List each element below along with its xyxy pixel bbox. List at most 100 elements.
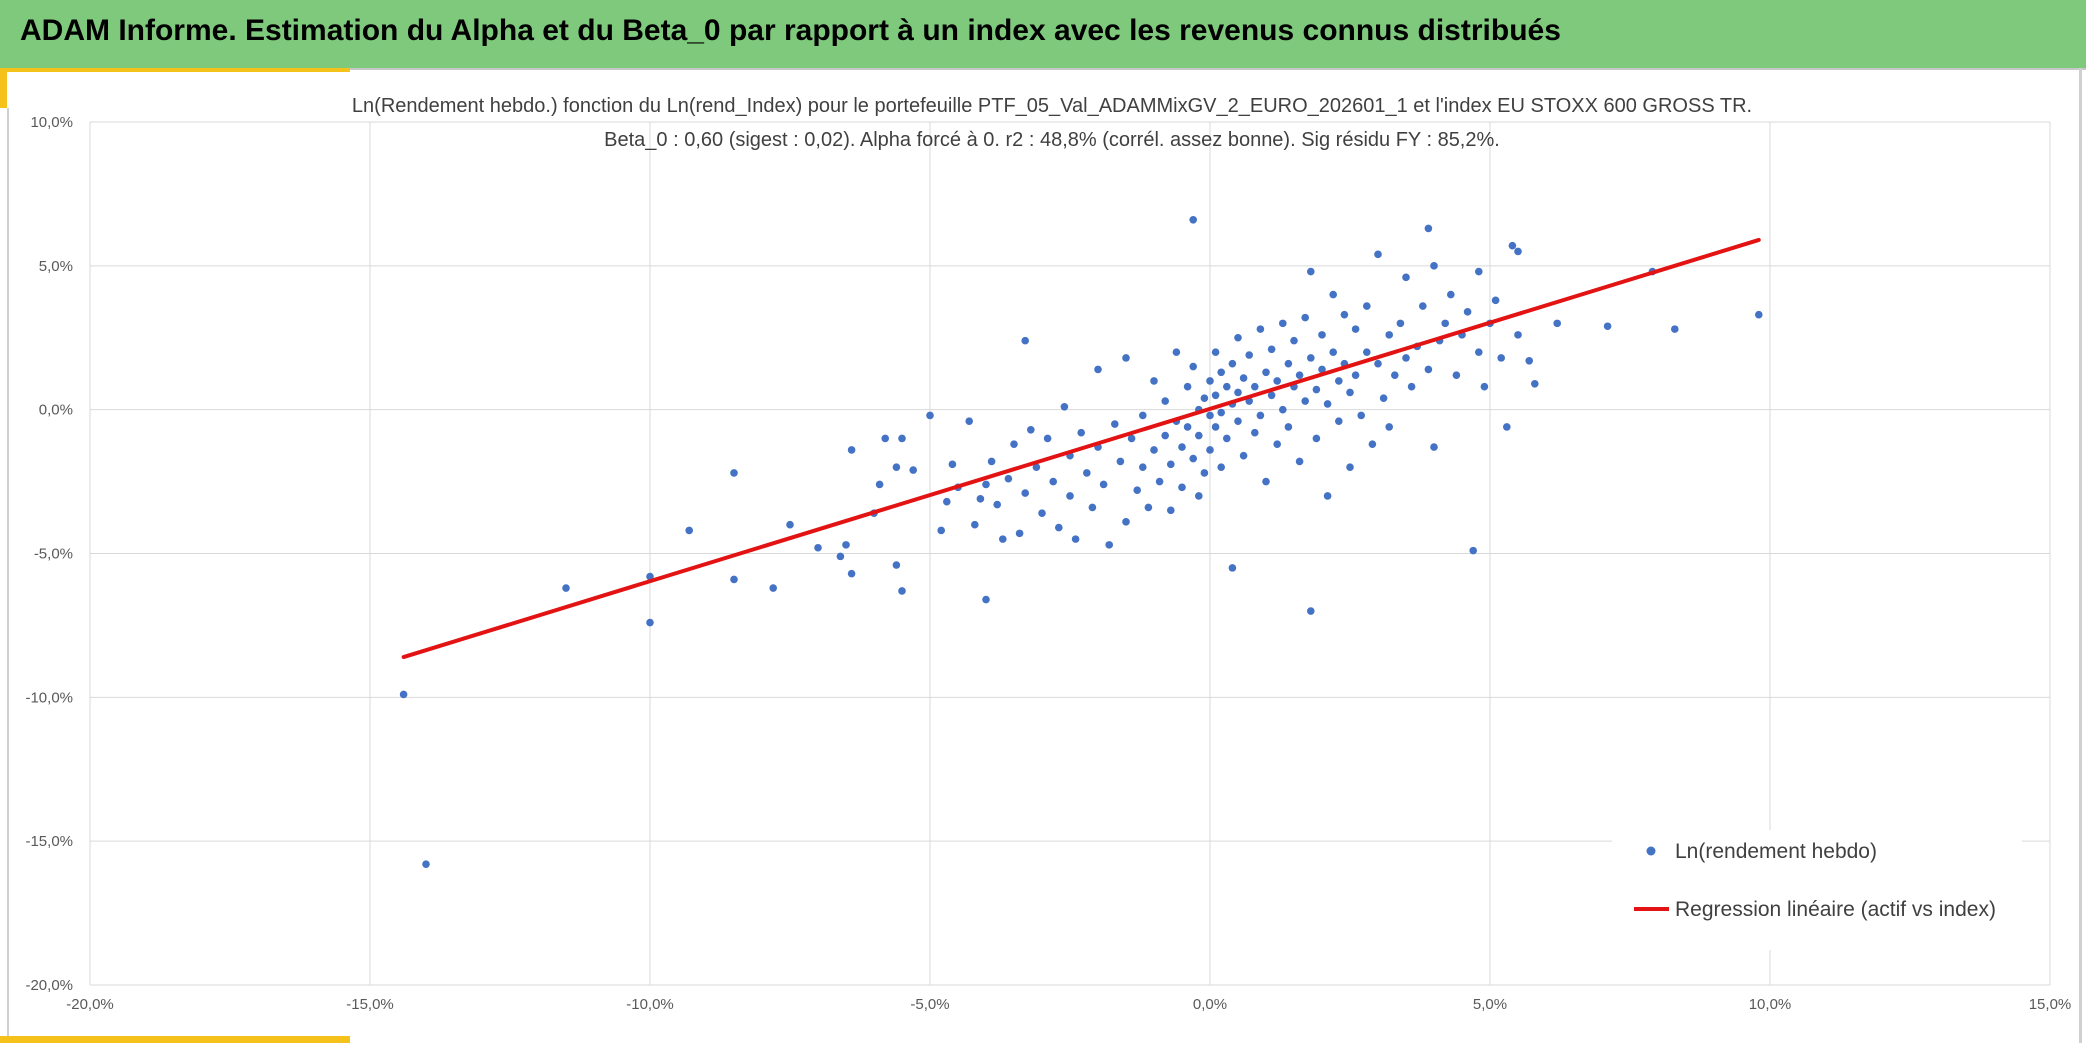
data-point bbox=[1284, 359, 1293, 368]
data-point bbox=[1491, 296, 1500, 305]
data-point bbox=[1307, 267, 1315, 276]
data-point bbox=[1234, 333, 1242, 342]
data-point bbox=[1335, 377, 1343, 385]
data-point bbox=[1239, 374, 1248, 382]
data-point bbox=[1094, 365, 1102, 374]
data-point bbox=[1234, 388, 1242, 397]
data-point bbox=[1531, 379, 1539, 388]
x-tick-label: 0,0% bbox=[1193, 996, 1227, 1013]
data-point bbox=[1139, 411, 1147, 420]
data-point bbox=[1424, 224, 1433, 233]
data-point bbox=[937, 526, 945, 535]
data-point bbox=[1497, 354, 1505, 362]
data-point bbox=[1071, 535, 1080, 543]
data-point bbox=[1335, 417, 1343, 425]
data-point bbox=[1189, 216, 1197, 224]
data-point bbox=[1217, 408, 1225, 417]
data-point bbox=[1111, 420, 1119, 428]
data-point bbox=[1755, 310, 1763, 319]
regression-line bbox=[401, 237, 1761, 660]
data-point bbox=[646, 618, 654, 627]
data-point bbox=[909, 466, 917, 474]
data-point bbox=[1256, 325, 1265, 333]
data-point bbox=[1340, 310, 1349, 319]
data-point bbox=[1469, 546, 1477, 555]
data-point bbox=[987, 457, 996, 466]
data-point bbox=[1021, 336, 1029, 345]
x-tick-label: 10,0% bbox=[1749, 996, 1792, 1013]
legend: Ln(rendement hebdo) Regression linéaire … bbox=[1612, 830, 2022, 950]
data-point bbox=[836, 552, 845, 561]
data-point bbox=[1318, 365, 1326, 374]
data-point bbox=[1088, 503, 1097, 512]
data-point bbox=[1049, 477, 1057, 486]
frame-left-border bbox=[7, 108, 9, 1036]
regression-line-group bbox=[401, 237, 1761, 660]
data-points bbox=[399, 216, 1763, 868]
data-point bbox=[1027, 426, 1035, 434]
y-tick-label: -15,0% bbox=[25, 833, 73, 850]
y-tick-label: 5,0% bbox=[39, 258, 73, 275]
x-tick-label: 15,0% bbox=[2029, 996, 2072, 1013]
legend-marker-points bbox=[1646, 846, 1656, 856]
data-point bbox=[1351, 371, 1360, 379]
data-point bbox=[1447, 290, 1455, 299]
data-point bbox=[1301, 313, 1309, 322]
data-point bbox=[1312, 385, 1321, 394]
data-point bbox=[730, 575, 738, 584]
data-point bbox=[1262, 368, 1270, 377]
data-point bbox=[892, 561, 901, 569]
data-point bbox=[1256, 411, 1265, 420]
y-tick-label: -5,0% bbox=[34, 546, 73, 563]
data-point bbox=[1116, 457, 1125, 466]
data-point bbox=[1032, 463, 1041, 472]
data-point bbox=[847, 569, 856, 578]
report-title: ADAM Informe. Estimation du Alpha et du … bbox=[20, 14, 1561, 47]
data-point bbox=[1155, 477, 1164, 486]
data-point bbox=[1245, 351, 1253, 359]
data-point bbox=[943, 497, 951, 506]
data-point bbox=[1329, 348, 1337, 356]
data-point bbox=[1430, 443, 1438, 451]
data-point bbox=[1312, 434, 1321, 443]
x-tick-label: -15,0% bbox=[346, 996, 394, 1013]
data-point bbox=[1307, 354, 1315, 362]
data-point bbox=[1211, 391, 1220, 400]
data-point bbox=[1122, 354, 1130, 362]
data-point bbox=[1307, 607, 1315, 615]
legend-label-regression: Regression linéaire (actif vs index) bbox=[1675, 898, 1996, 921]
data-point bbox=[1251, 382, 1259, 391]
chart-title: Ln(Rendement hebdo.) fonction du Ln(rend… bbox=[352, 95, 1752, 151]
data-point bbox=[1419, 302, 1427, 310]
data-point bbox=[881, 434, 889, 443]
data-point bbox=[1183, 423, 1192, 431]
data-point bbox=[1346, 388, 1354, 397]
data-point bbox=[1508, 241, 1517, 250]
chart-title-line-1: Ln(Rendement hebdo.) fonction du Ln(rend… bbox=[352, 95, 1752, 117]
data-point bbox=[1251, 428, 1259, 437]
data-point bbox=[1211, 423, 1220, 431]
data-point bbox=[1167, 460, 1175, 469]
data-point bbox=[769, 584, 777, 592]
data-point bbox=[999, 535, 1007, 543]
data-point bbox=[1043, 434, 1052, 443]
data-point bbox=[1161, 431, 1169, 440]
data-point bbox=[1021, 489, 1029, 497]
data-point bbox=[1038, 509, 1046, 518]
data-point bbox=[1105, 541, 1113, 549]
data-point bbox=[1195, 492, 1203, 500]
data-point bbox=[1430, 262, 1438, 270]
data-point bbox=[898, 434, 906, 443]
report-banner: ADAM Informe. Estimation du Alpha et du … bbox=[0, 0, 2086, 68]
data-point bbox=[1172, 348, 1181, 356]
data-point bbox=[1424, 365, 1433, 374]
data-point bbox=[1385, 423, 1393, 431]
data-point bbox=[1127, 434, 1136, 443]
x-tick-label: -20,0% bbox=[66, 996, 114, 1013]
data-point bbox=[1368, 440, 1377, 448]
data-point bbox=[1055, 523, 1063, 532]
data-point bbox=[1463, 308, 1472, 316]
data-point bbox=[685, 526, 693, 535]
data-point bbox=[1206, 411, 1214, 420]
